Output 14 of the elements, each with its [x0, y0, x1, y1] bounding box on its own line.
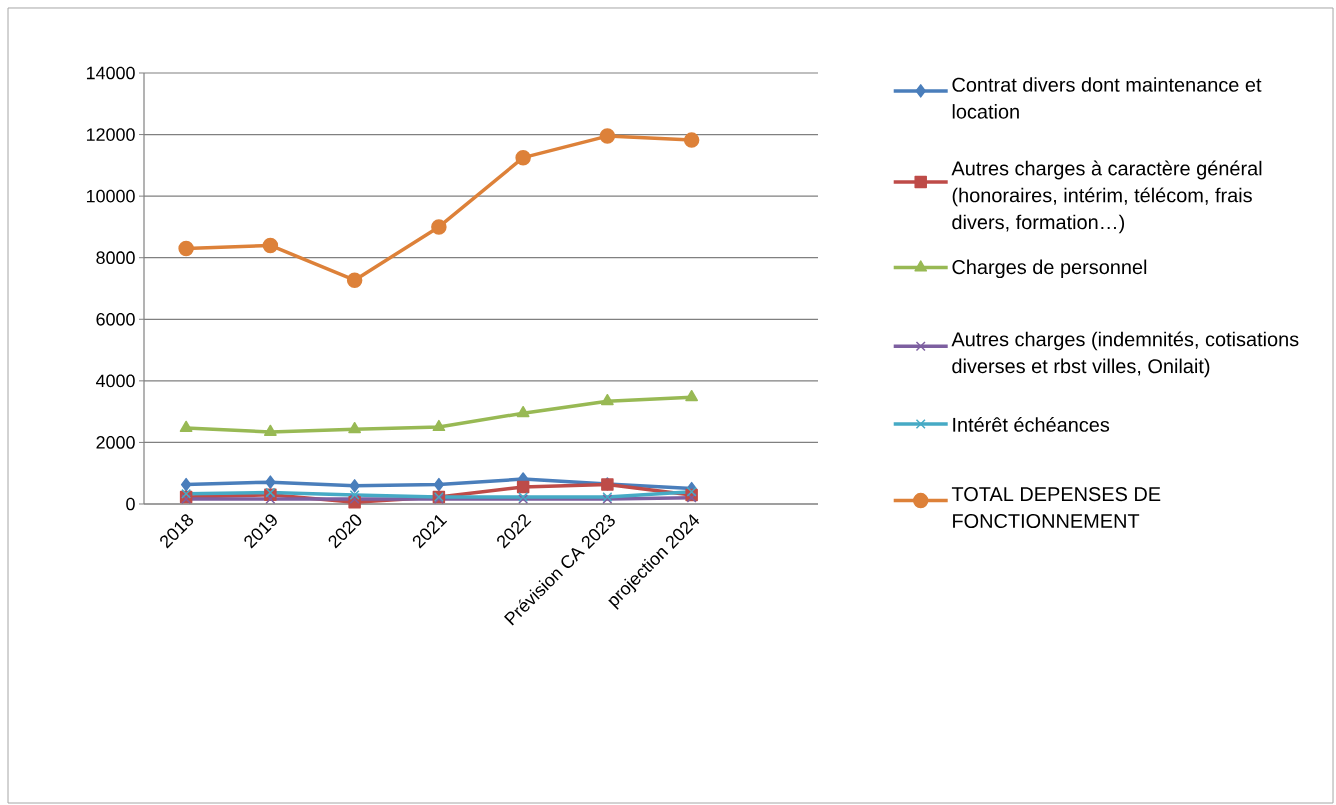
y-tick-label: 14000 [86, 66, 135, 80]
y-tick-label: 0 [126, 497, 135, 511]
legend-label: TOTAL DEPENSES DE FONCTIONNEMENT [951, 487, 1161, 529]
legend-label: Autres charges à caractère général (honoraires, intérim, télécom, frais divers, formation…) [951, 160, 1262, 234]
legend-label: Contrat divers dont maintenance et location [952, 77, 1262, 119]
y-tick-label: 2000 [96, 436, 135, 449]
y-tick-label: 4000 [95, 374, 135, 388]
y-tick-label: 8000 [96, 251, 135, 265]
y-tick-label: 10000 [86, 189, 135, 203]
y-tick-label: 12000 [86, 128, 135, 141]
legend-label: Charges de personnel [952, 259, 1147, 279]
y-tick-label: 6000 [96, 312, 135, 326]
legend-label: Intérêt échéances [953, 416, 1110, 432]
legend-label: Autres charges (indemnités, cotisations diverses et rbst villes, Onilait) [951, 331, 1299, 378]
